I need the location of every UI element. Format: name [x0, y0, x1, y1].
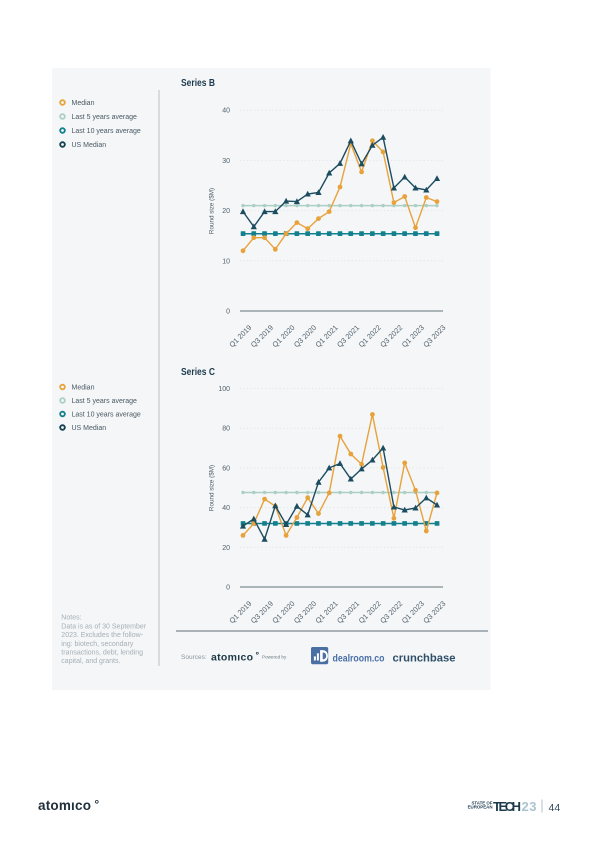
svg-text:Data is as of 30 September: Data is as of 30 September — [61, 623, 146, 630]
svg-text:Series C: Series C — [181, 366, 215, 378]
svg-text:100: 100 — [218, 386, 230, 393]
svg-text:US Median: US Median — [72, 425, 107, 432]
svg-text:44: 44 — [549, 802, 561, 814]
svg-text:Notes:: Notes: — [61, 615, 81, 622]
svg-text:80: 80 — [222, 426, 230, 433]
svg-text:Round size ($M): Round size ($M) — [209, 188, 216, 234]
svg-text:Last 10 years average: Last 10 years average — [72, 128, 141, 135]
svg-text:capital, and grants.: capital, and grants. — [61, 658, 120, 665]
svg-text:23: 23 — [522, 799, 537, 814]
svg-text:10: 10 — [222, 258, 230, 265]
svg-text:Last 5 years average: Last 5 years average — [72, 114, 137, 121]
svg-text:2023. Excludes the follow-: 2023. Excludes the follow- — [61, 632, 143, 639]
svg-text:30: 30 — [222, 158, 230, 165]
svg-text:Sources:: Sources: — [181, 654, 207, 661]
svg-text:TECH: TECH — [493, 799, 521, 814]
svg-text:40: 40 — [222, 108, 230, 115]
svg-text:40: 40 — [222, 505, 230, 512]
svg-text:US Median: US Median — [72, 142, 107, 149]
svg-text:ing: biotech, secondary: ing: biotech, secondary — [61, 641, 133, 648]
svg-text:Series B: Series B — [181, 77, 215, 89]
svg-text:atomıco: atomıco — [38, 798, 91, 813]
svg-text:dealroom.co: dealroom.co — [333, 654, 385, 665]
svg-text:0: 0 — [226, 309, 230, 316]
svg-text:Round size ($M): Round size ($M) — [209, 465, 216, 511]
svg-text:20: 20 — [222, 545, 230, 552]
svg-text:STATE OF: STATE OF — [471, 801, 492, 806]
svg-text:crunchbase: crunchbase — [393, 653, 456, 665]
svg-text:60: 60 — [222, 465, 230, 472]
svg-text:0: 0 — [226, 585, 230, 592]
svg-text:Last 10 years average: Last 10 years average — [72, 411, 141, 418]
svg-text:Powered by: Powered by — [262, 655, 287, 660]
svg-text:transactions, debt, lending: transactions, debt, lending — [61, 650, 143, 657]
svg-text:Last 5 years average: Last 5 years average — [72, 398, 137, 405]
svg-text:20: 20 — [222, 208, 230, 215]
svg-text:Median: Median — [72, 384, 95, 391]
svg-text:EUROPEAN: EUROPEAN — [468, 805, 493, 810]
svg-text:Median: Median — [72, 100, 95, 107]
svg-text:atomıco: atomıco — [211, 652, 253, 664]
